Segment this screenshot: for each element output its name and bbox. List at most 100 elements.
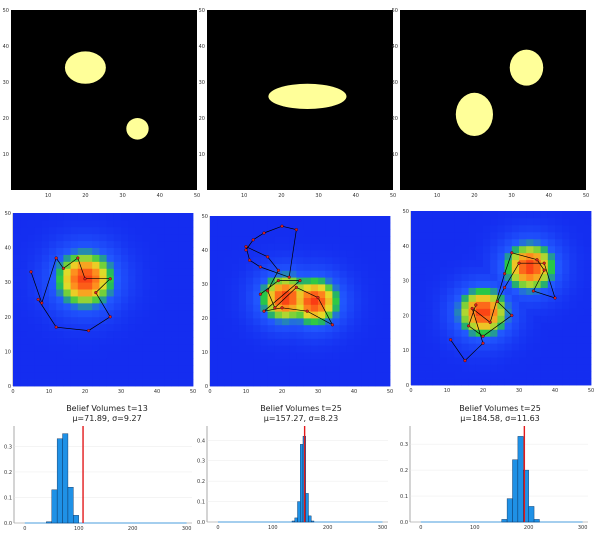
heat-cell-3-1-16 [20, 268, 28, 276]
heat-cell-3-10-11 [85, 302, 93, 311]
heat-cell-5-10-11 [483, 301, 491, 309]
heat-cell-3-7-13 [63, 289, 71, 297]
heat-cell-4-19-5 [346, 345, 355, 353]
heat-cells-4 [210, 216, 391, 387]
heat-cell-3-10-1 [85, 372, 93, 380]
heat-cell-3-16-9 [128, 316, 136, 325]
heat-cell-4-10-0 [282, 379, 290, 387]
heat-cell-5-1-23 [418, 217, 426, 226]
y-tick-label-8-3: 0.3 [400, 442, 408, 448]
heat-cell-5-6-12 [454, 294, 462, 302]
heat-cell-5-17-21 [533, 231, 541, 240]
heat-cell-4-24-22 [382, 229, 391, 237]
heat-cell-5-1-6 [418, 336, 426, 344]
heat-cell-5-15-18 [519, 252, 527, 261]
heat-cell-4-18-9 [339, 318, 348, 326]
heat-cell-5-0-16 [411, 266, 419, 275]
heat-cell-3-5-6 [49, 337, 57, 345]
heat-cell-3-13-3 [106, 358, 115, 366]
heat-cell-5-12-18 [497, 252, 505, 261]
heat-cell-3-11-22 [92, 226, 100, 235]
heat-cell-5-3-22 [432, 224, 441, 233]
x-tick-label-3-4: 40 [154, 389, 160, 395]
heat-cell-3-18-13 [142, 289, 151, 297]
heat-cell-3-15-3 [121, 358, 129, 366]
heat-cell-4-10-19 [282, 250, 290, 258]
heat-cell-3-9-4 [77, 351, 86, 359]
heat-cell-3-10-23 [85, 219, 93, 228]
histogram-bar-7-6 [308, 515, 312, 523]
histogram-bar-8-1 [506, 498, 513, 523]
heat-cell-5-13-5 [504, 343, 513, 351]
heat-cell-3-13-18 [106, 254, 115, 262]
heat-cell-4-23-22 [375, 229, 384, 237]
trajectory-point-5-15 [510, 313, 514, 317]
heat-cell-5-24-0 [583, 378, 592, 386]
heat-cell-5-2-24 [425, 211, 433, 219]
heat-cell-4-4-16 [238, 270, 247, 278]
heat-cell-3-15-12 [121, 296, 129, 304]
heat-cell-3-3-9 [34, 316, 43, 325]
heat-cell-5-7-4 [461, 350, 469, 358]
heat-cell-5-15-9 [519, 315, 527, 323]
heat-cell-3-22-12 [171, 296, 179, 304]
heat-cell-4-24-20 [382, 243, 391, 251]
heat-cell-4-24-5 [382, 345, 391, 353]
heat-cell-3-3-16 [34, 268, 43, 276]
heat-cell-5-21-9 [562, 315, 570, 323]
heat-cell-3-23-11 [178, 302, 187, 311]
x-tick-label-1-0: 10 [241, 193, 247, 199]
heat-cell-4-3-9 [231, 318, 240, 326]
heat-cell-4-13-16 [303, 270, 312, 278]
heat-cell-5-10-4 [483, 350, 491, 358]
heat-cell-4-19-1 [346, 372, 355, 380]
heat-cell-4-5-5 [246, 345, 254, 353]
heat-cell-4-2-7 [224, 331, 232, 339]
heat-cell-3-19-4 [149, 351, 158, 359]
heat-cell-5-3-23 [432, 217, 441, 226]
heat-cell-5-3-16 [432, 266, 441, 275]
heat-cell-4-20-24 [354, 216, 362, 224]
heat-cell-5-20-3 [555, 357, 563, 365]
y-tick-label-4-0: 0 [205, 384, 208, 390]
heat-cell-4-18-15 [339, 277, 348, 285]
heat-cell-5-15-5 [519, 343, 527, 351]
histogram-subtitle-3: μ=184.58, σ=11.63 [460, 414, 540, 423]
heat-cell-3-4-2 [41, 365, 50, 373]
heat-cell-4-16-23 [325, 222, 333, 230]
heat-cell-5-21-1 [562, 371, 570, 379]
heat-cell-4-20-7 [354, 331, 362, 339]
heat-cell-3-11-9 [92, 316, 100, 325]
heat-cell-4-0-2 [210, 365, 218, 373]
heat-cell-3-22-11 [171, 302, 179, 311]
heat-cell-5-18-18 [540, 252, 549, 261]
heat-cell-5-19-14 [547, 280, 556, 288]
heat-cell-3-13-10 [106, 309, 115, 318]
histogram-bar-8-0 [501, 519, 508, 523]
heat-cell-5-18-13 [540, 287, 549, 295]
heat-cell-5-24-19 [583, 245, 592, 254]
heat-cell-5-12-20 [497, 238, 505, 247]
heat-cell-5-13-11 [504, 301, 513, 309]
heat-cell-4-17-8 [332, 324, 340, 332]
heat-cell-4-8-2 [267, 365, 276, 373]
heat-cell-4-14-23 [310, 222, 319, 230]
heat-cell-3-15-15 [121, 275, 129, 283]
heat-cell-3-14-18 [113, 254, 122, 262]
heat-cell-5-13-8 [504, 322, 513, 330]
x-tick-label-3-3: 30 [118, 389, 124, 395]
heat-cell-4-16-18 [325, 256, 333, 264]
heat-cell-3-2-0 [27, 379, 35, 387]
heat-cell-4-8-11 [267, 304, 276, 312]
heat-cell-4-5-21 [246, 236, 254, 244]
heat-cell-4-22-14 [368, 284, 376, 292]
heat-cell-4-14-22 [310, 229, 319, 237]
trajectory-point-4-1 [251, 238, 255, 242]
heat-cell-4-9-4 [274, 352, 283, 360]
heat-cell-4-23-19 [375, 250, 384, 258]
heat-cell-4-1-24 [217, 216, 225, 224]
heat-cell-3-22-8 [171, 323, 179, 332]
heat-cell-3-19-3 [149, 358, 158, 366]
heat-cell-5-19-6 [547, 336, 556, 344]
heat-cell-3-9-5 [77, 344, 86, 352]
